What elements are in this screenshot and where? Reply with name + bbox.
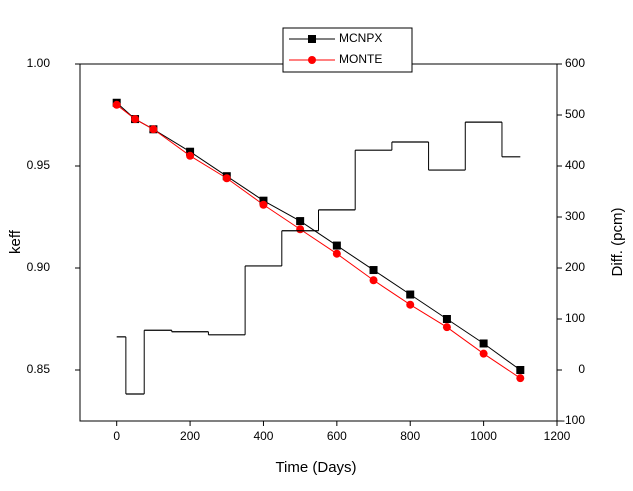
x-axis-label: Time (Days) xyxy=(275,459,356,476)
marker xyxy=(186,147,195,156)
x-tick-label: 1000 xyxy=(470,429,497,443)
x-tick-label: 600 xyxy=(327,429,347,443)
series-line xyxy=(116,104,521,379)
marker xyxy=(406,300,415,309)
y2-tick-label: 100 xyxy=(565,311,585,325)
y-axis-label: keff xyxy=(7,229,24,254)
marker xyxy=(442,315,451,323)
marker xyxy=(479,339,488,348)
x-tick-label: 0 xyxy=(113,429,120,443)
y2-tick-label: -100 xyxy=(561,413,585,427)
marker xyxy=(131,115,140,124)
y-tick-label: 0.85 xyxy=(27,362,51,376)
marker xyxy=(369,266,378,275)
marker xyxy=(186,151,195,160)
legend-marker xyxy=(308,35,316,43)
legend-marker xyxy=(308,56,316,64)
marker xyxy=(296,217,305,226)
legend-box xyxy=(282,27,413,73)
legend-label: MONTE xyxy=(339,52,382,66)
y2-tick-label: 300 xyxy=(565,209,585,223)
y-tick-label: 0.95 xyxy=(27,158,51,172)
marker xyxy=(406,290,415,299)
marker xyxy=(112,100,121,109)
y2-axis-label: Diff. (pcm) xyxy=(609,208,626,277)
series-line xyxy=(116,102,521,371)
y2-tick-label: 200 xyxy=(565,260,585,274)
marker xyxy=(442,323,451,332)
x-tick-label: 800 xyxy=(400,429,420,443)
marker xyxy=(259,200,268,209)
x-tick-label: 200 xyxy=(180,429,200,443)
y2-tick-label: 0 xyxy=(578,362,585,376)
plot-frame xyxy=(79,63,558,422)
x-tick-label: 1200 xyxy=(544,429,571,443)
marker xyxy=(296,225,305,234)
legend-label: MCNPX xyxy=(339,31,382,45)
y2-tick-label: 600 xyxy=(565,56,585,70)
x-tick-label: 400 xyxy=(253,429,273,443)
y2-tick-label: 500 xyxy=(565,107,585,121)
y2-tick-label: 400 xyxy=(565,158,585,172)
marker xyxy=(332,241,341,250)
y-tick-label: 1.00 xyxy=(27,56,51,70)
marker xyxy=(369,276,378,285)
marker xyxy=(332,249,341,258)
marker xyxy=(516,366,525,374)
y-tick-label: 0.90 xyxy=(27,260,51,274)
marker xyxy=(149,125,158,134)
marker xyxy=(222,174,231,183)
marker xyxy=(479,349,488,358)
marker xyxy=(259,196,268,205)
marker xyxy=(516,374,525,383)
